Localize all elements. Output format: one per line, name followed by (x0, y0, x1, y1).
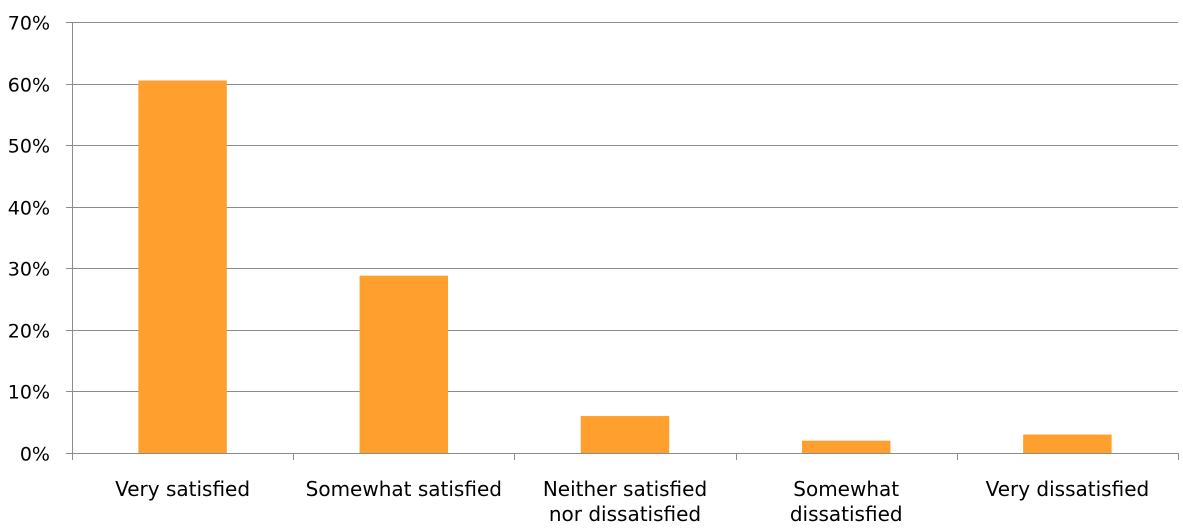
y-tick-label: 0% (20, 444, 50, 466)
y-tick-label: 20% (8, 321, 50, 343)
y-tick-label: 40% (8, 198, 50, 220)
x-tick-label: Neither satisfied nor dissatisfied (543, 477, 707, 524)
bar (1023, 434, 1112, 453)
y-tick-label: 30% (8, 259, 50, 281)
bar (801, 440, 891, 453)
y-tick-label: 50% (8, 136, 50, 158)
bar (138, 80, 227, 453)
x-tick-label: Very dissatisfied (986, 477, 1150, 501)
tick-labels: 0% 10% 20% 30% 40% 50% 60% 70% Very satisfied Som… (8, 13, 1150, 527)
gridlines (72, 22, 1178, 392)
x-tick-label: Somewhat dissatisfied (790, 477, 903, 524)
bar (580, 416, 670, 453)
y-tick-label: 60% (8, 75, 50, 97)
axes (66, 22, 1179, 460)
bars (138, 80, 1112, 453)
x-tick-label: Very satisfied (115, 477, 250, 501)
x-tick-label: Somewhat satisfied (306, 477, 502, 501)
y-tick-label: 70% (8, 13, 50, 35)
y-tick-label: 10% (8, 382, 50, 404)
bar (359, 275, 449, 453)
